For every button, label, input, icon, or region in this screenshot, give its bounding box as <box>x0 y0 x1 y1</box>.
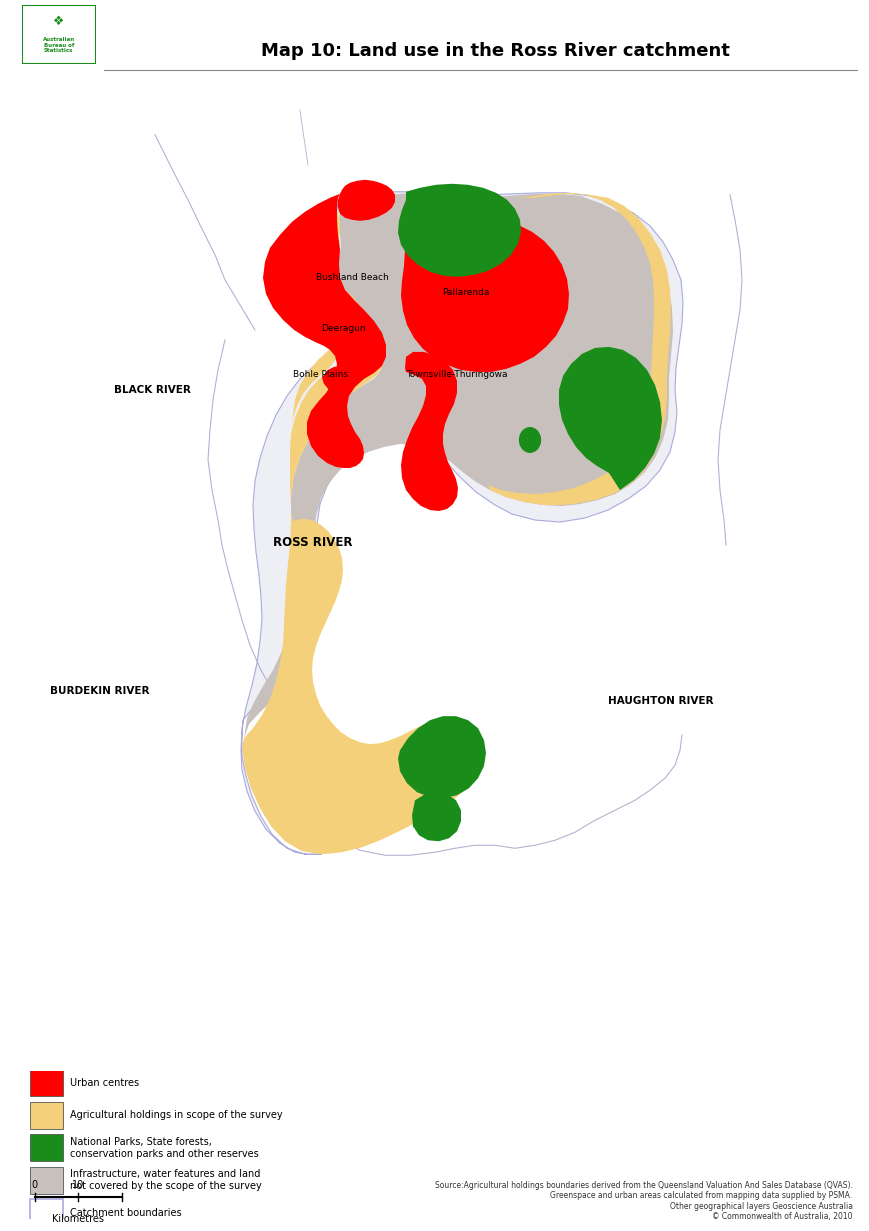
Text: Bushland Beach: Bushland Beach <box>315 272 388 282</box>
Polygon shape <box>241 192 682 854</box>
Polygon shape <box>397 183 521 277</box>
Text: HAUGHTON RIVER: HAUGHTON RIVER <box>607 697 713 707</box>
Text: 10: 10 <box>72 1179 84 1189</box>
Text: Bohle Plains: Bohle Plains <box>292 369 348 379</box>
Text: Agricultural holdings in scope of the survey: Agricultural holdings in scope of the su… <box>70 1110 282 1120</box>
Text: ❖: ❖ <box>53 15 64 28</box>
Text: ROSS RIVER: ROSS RIVER <box>273 537 353 549</box>
Text: Pallarenda: Pallarenda <box>441 288 488 297</box>
Text: Infrastructure, water features and land
not covered by the scope of the survey: Infrastructure, water features and land … <box>70 1169 262 1192</box>
FancyBboxPatch shape <box>30 1199 63 1226</box>
Text: 0: 0 <box>31 1179 38 1189</box>
Text: Urban centres: Urban centres <box>70 1078 139 1088</box>
Polygon shape <box>290 212 362 430</box>
Polygon shape <box>401 215 568 372</box>
Polygon shape <box>243 193 673 739</box>
Text: National Parks, State forests,
conservation parks and other reserves: National Parks, State forests, conservat… <box>70 1137 258 1158</box>
Polygon shape <box>401 352 457 511</box>
Text: Source:Agricultural holdings boundaries derived from the Queensland Valuation An: Source:Agricultural holdings boundaries … <box>434 1181 852 1221</box>
FancyBboxPatch shape <box>30 1135 63 1161</box>
Polygon shape <box>338 180 395 220</box>
Polygon shape <box>488 193 670 505</box>
Polygon shape <box>322 367 348 391</box>
Polygon shape <box>412 793 461 841</box>
Polygon shape <box>242 209 477 854</box>
Circle shape <box>519 427 540 452</box>
Text: Catchment boundaries: Catchment boundaries <box>70 1208 182 1217</box>
FancyBboxPatch shape <box>22 5 96 64</box>
FancyBboxPatch shape <box>30 1070 63 1096</box>
Text: Australian
Bureau of
Statistics: Australian Bureau of Statistics <box>43 37 75 53</box>
FancyBboxPatch shape <box>30 1167 63 1194</box>
Polygon shape <box>559 347 661 490</box>
Text: BLACK RIVER: BLACK RIVER <box>114 384 190 395</box>
Text: Kilometres: Kilometres <box>52 1214 104 1224</box>
Text: Townsville-Thuringowa: Townsville-Thuringowa <box>406 369 507 379</box>
Polygon shape <box>397 716 486 798</box>
Polygon shape <box>262 193 386 468</box>
Text: Deeragun: Deeragun <box>321 324 366 332</box>
Text: Map 10: Land use in the Ross River catchment: Map 10: Land use in the Ross River catch… <box>262 42 729 60</box>
FancyBboxPatch shape <box>30 1102 63 1129</box>
Text: BURDEKIN RIVER: BURDEKIN RIVER <box>50 686 149 696</box>
